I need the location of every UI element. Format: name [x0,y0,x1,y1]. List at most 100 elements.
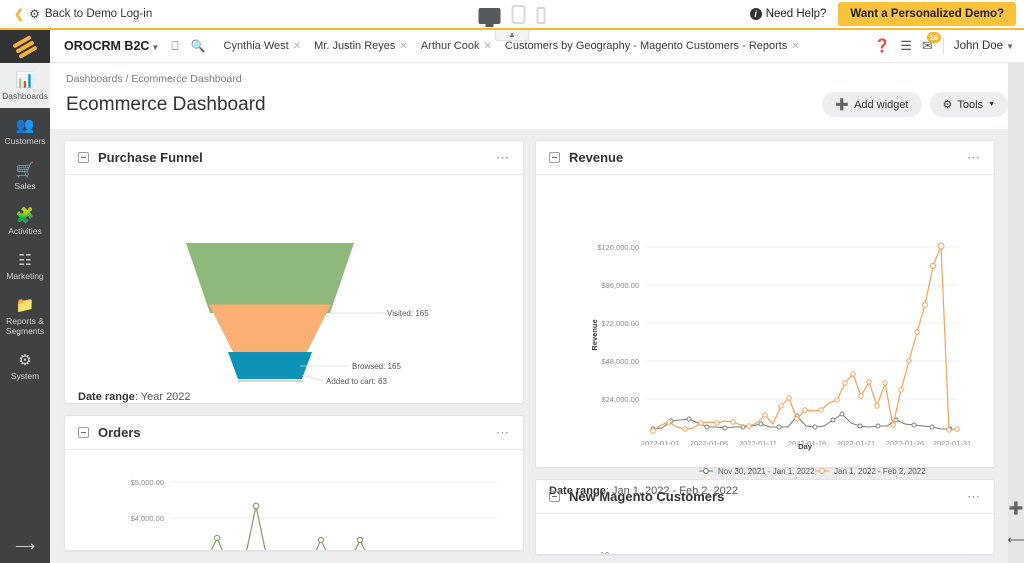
funnel-date-range: Date range: Year 2022 [78,391,191,403]
back-to-demo-login-label: Back to Demo Log-in [44,8,153,20]
sidebar-item-customers[interactable]: 👥 Customers [0,108,50,153]
widget-header: Purchase Funnel ⋯ [65,141,523,175]
revenue-series-current [652,245,958,432]
phone-icon[interactable] [536,6,546,24]
right-edge-panel: ➕ ⟵ [1007,63,1024,563]
orders-ytick-4000: $4,000.00 [131,514,164,523]
revenue-ytick-120000: $120,000.00 [597,243,639,252]
revenue-xtick: 2022-01-26 [886,439,924,445]
sidebar-item-marketing[interactable]: ☷ Marketing [0,243,50,288]
sitemap-icon: ☷ [18,252,32,269]
widget-menu-icon[interactable]: ⋯ [496,424,510,440]
desktop-icon[interactable] [478,7,501,24]
page-title: Ecommerce Dashboard [66,93,266,115]
mail-icon[interactable]: ✉ 16 [922,32,941,54]
revenue-y-axis-title: Revenue [590,319,599,350]
arrow-left-icon[interactable]: ⟵ [1007,533,1024,547]
funnel-label-browsed: Browsed: 165 [352,362,401,371]
date-range-value: Jan 1, 2022 - Feb 2, 2022 [611,485,738,497]
main-sidebar: 📊 Dashboards 👥 Customers 🛒 Sales 🧩 Activ… [0,30,50,563]
organization-label: OROCRM B2C [64,39,150,53]
orders-ytick-5000: $5,000.00 [131,478,164,487]
close-icon[interactable]: ✕ [483,41,492,52]
magento-customers-chart: 10 [601,550,969,554]
collapse-demo-bar-button[interactable]: ▲ [495,30,529,41]
cart-icon: 🛒 [15,162,35,179]
widget-column-right: Revenue ⋯ $120,000.00 $96,000.00 $ [535,140,995,555]
close-icon[interactable]: ✕ [292,41,302,52]
demo-top-bar: ❮ ⚙ Back to Demo Log-in i Need Help? Wan… [0,0,1024,30]
orders-series-line [210,505,366,550]
widget-menu-icon[interactable]: ⋯ [967,149,981,165]
revenue-xtick: 2022-01-16 [788,439,826,445]
widget-title: Purchase Funnel [98,150,203,165]
user-name-label: John Doe [953,40,1004,52]
collapse-icon[interactable] [78,152,89,163]
sidebar-item-activities[interactable]: 🧩 Activities [0,198,50,243]
collapse-icon[interactable] [549,491,560,502]
add-widget-button[interactable]: ➕ Add widget [822,92,922,117]
widget-menu-icon[interactable]: ⋯ [496,149,510,165]
oro-logo[interactable] [0,30,50,63]
tab-justin-reyes[interactable]: Mr. Justin Reyes ✕ [314,40,408,52]
chevron-down-icon: ▼ [988,101,995,108]
user-menu[interactable]: John Doe ▼ [954,40,1014,52]
tab-customers-by-geography[interactable]: Customers by Geography - Magento Custome… [505,40,800,52]
personalized-demo-button[interactable]: Want a Personalized Demo? [838,2,1016,26]
hamburger-menu-icon[interactable]: ☰ [900,38,912,53]
sidebar-item-sales[interactable]: 🛒 Sales [0,153,50,198]
widget-body: Visited: 165 Browsed: 165 Added to cart:… [65,175,523,403]
sidebar-item-label: Dashboards [2,91,48,101]
shortcuts-icon[interactable]: ⎕ [171,38,179,53]
tools-button[interactable]: ⚙ Tools ▼ [929,92,1008,117]
tab-arthur-cook[interactable]: Arthur Cook ✕ [421,40,492,52]
back-to-demo-login-link[interactable]: ❮ ⚙ Back to Demo Log-in [14,7,152,21]
widget-title: Revenue [569,150,624,165]
widget-menu-icon[interactable]: ⋯ [967,488,981,504]
tablet-icon[interactable] [511,4,526,24]
funnel-label-added-to-cart: Added to cart: 63 [326,377,387,385]
widget-title: New Magento Customers [569,489,725,504]
close-icon[interactable]: ✕ [791,41,800,52]
sidebar-item-label: Customers [4,136,46,146]
sidebar-item-label: System [10,371,40,381]
sidebar-expand-button[interactable]: ⟶ [14,538,36,554]
sidebar-item-label: Activities [8,226,42,236]
organization-switcher[interactable]: OROCRM B2C ▼ [64,39,159,53]
collapse-icon[interactable] [78,427,89,438]
users-icon: 👥 [15,117,35,134]
collapse-icon[interactable] [549,152,560,163]
revenue-legend-current[interactable]: Jan 1, 2022 - Feb 2, 2022 [834,467,926,476]
orders-data-point [252,502,260,510]
widget-header: Orders ⋯ [65,416,523,450]
device-switcher[interactable] [478,4,546,24]
chevron-down-icon: ▼ [1006,42,1014,51]
add-icon[interactable]: ➕ [1008,501,1024,515]
funnel-segment-visited [186,243,354,313]
sidebar-item-reports-segments[interactable]: 📁 Reports & Segments [0,288,50,343]
orders-data-point [356,536,364,544]
widget-column-left: Purchase Funnel ⋯ [64,140,524,555]
widgets-grid: Purchase Funnel ⋯ [50,129,1024,555]
chevron-down-icon: ▼ [151,43,160,52]
bar-chart-icon: 📊 [15,72,35,89]
tab-label: Cynthia West [223,40,289,52]
close-icon[interactable]: ✕ [399,41,408,52]
sidebar-item-label: Sales [14,181,36,191]
revenue-legend-prior[interactable]: Nov 30, 2021 - Jan 1, 2022 [718,467,815,476]
widget-body: $5,000.00 $4,000.00 [65,450,523,550]
widget-orders: Orders ⋯ $5,000.00 $4,000.00 [64,415,524,551]
sidebar-item-system[interactable]: ⚙ System [0,343,50,388]
revenue-current-points [650,242,960,434]
sidebar-item-label: Marketing [6,271,44,281]
tab-cynthia-west[interactable]: Cynthia West ✕ [224,40,302,52]
help-icon[interactable]: ❓ [874,38,891,53]
sidebar-item-dashboards[interactable]: 📊 Dashboards [0,63,50,108]
puzzle-icon: 🧩 [15,207,35,224]
search-icon[interactable]: 🔍 [190,39,206,53]
orders-chart: $5,000.00 $4,000.00 [131,478,498,550]
magento-ytick-10: 10 [601,550,609,554]
funnel-label-visited: Visited: 165 [387,309,429,318]
widget-new-magento-customers: New Magento Customers ⋯ 10 [535,479,995,555]
need-help-link[interactable]: i Need Help? [749,8,826,20]
